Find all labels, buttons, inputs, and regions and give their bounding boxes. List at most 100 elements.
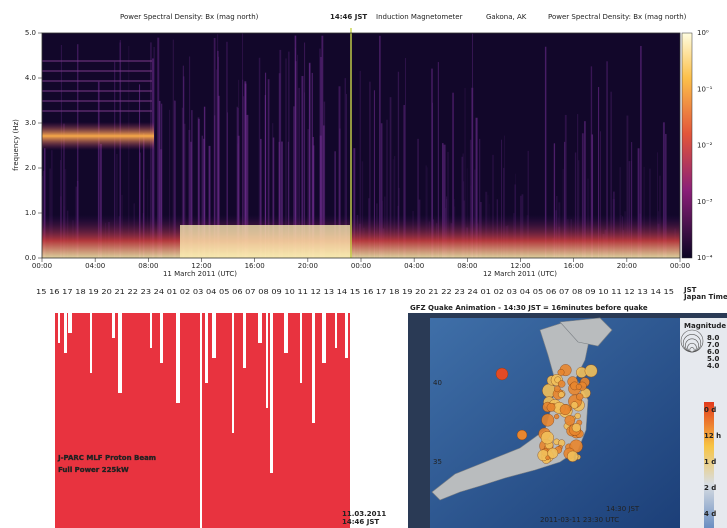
streak (190, 141, 192, 258)
streak (100, 143, 102, 258)
streak (578, 160, 580, 258)
streak (619, 167, 621, 258)
title-right: Power Spectral Density: Bx (mag north) (548, 13, 687, 21)
quake (570, 401, 579, 409)
quake (516, 429, 528, 441)
dropout (345, 313, 348, 358)
dropout (266, 313, 268, 408)
emission-band (42, 122, 154, 150)
bright-region (180, 225, 350, 258)
dropout (322, 313, 326, 363)
latitude-label: 35 (433, 458, 442, 466)
x-tick-label: 08:00 (457, 262, 477, 270)
quake (567, 450, 579, 462)
dropout (58, 313, 60, 343)
colorbar-tick-label: 10⁰ (697, 29, 709, 37)
dropout (212, 313, 216, 358)
magnitude-value: 5.0 (707, 355, 720, 363)
streak (285, 58, 287, 259)
streak (116, 154, 118, 258)
spectrogram-streaks (42, 33, 677, 259)
streak (172, 39, 174, 259)
quake (576, 393, 584, 401)
quake (584, 364, 598, 378)
age-label: 4 d (704, 510, 716, 518)
streak (626, 115, 629, 258)
streak (298, 87, 300, 258)
streak (295, 48, 297, 259)
streak (475, 117, 478, 258)
streak (479, 138, 481, 258)
streak (386, 119, 388, 258)
streak (217, 50, 219, 258)
streak (208, 145, 211, 258)
streak (417, 138, 419, 258)
age-label: 2 d (704, 484, 716, 492)
beam-time: 14:46 JST (342, 518, 379, 526)
y-tick-label: 2.0 (25, 164, 36, 172)
y-tick-label: 5.0 (25, 29, 36, 37)
streak (319, 48, 321, 258)
streak (267, 79, 270, 258)
streak (630, 160, 632, 258)
streak (353, 148, 356, 258)
streak (293, 106, 295, 259)
streak (452, 92, 454, 259)
streak (574, 152, 577, 258)
streak (76, 44, 79, 258)
streak (425, 165, 427, 258)
streak (392, 159, 394, 258)
map-timestamp: 2011-03-11 23:30 UTC (540, 516, 619, 524)
streak (657, 152, 658, 258)
streak (182, 76, 185, 259)
streak (63, 123, 65, 259)
streak (203, 106, 206, 258)
streak (51, 150, 53, 258)
streak (321, 35, 324, 259)
streak (217, 95, 220, 258)
instrument: Induction Magnetometer (376, 13, 463, 21)
streak (288, 51, 290, 259)
streak (238, 79, 240, 258)
streak (160, 149, 163, 258)
magnitude-value: 6.0 (707, 348, 720, 356)
streak (139, 152, 141, 258)
date-label: 12 March 2011 (UTC) (483, 270, 557, 278)
streak (610, 91, 612, 258)
x-tick-label: 20:00 (617, 262, 637, 270)
streak (158, 100, 161, 258)
streak (241, 33, 243, 259)
magnitude-value: 7.0 (707, 341, 720, 349)
dropout (64, 313, 67, 353)
streak (591, 134, 594, 258)
streak (606, 61, 608, 258)
streak (640, 45, 642, 259)
streak (631, 142, 633, 258)
date-label: 11 March 2011 (UTC) (163, 270, 237, 278)
quake (495, 367, 509, 381)
streak (373, 90, 376, 258)
magnitude-value: 8.0 (707, 334, 720, 342)
streak (504, 135, 505, 258)
streak (278, 141, 281, 258)
streak (174, 100, 176, 258)
x-tick-label: 04:00 (85, 262, 105, 270)
harmonic (42, 110, 152, 112)
dropout (270, 313, 273, 473)
quake (571, 423, 581, 433)
age-label: 0 d (704, 406, 716, 414)
streak (191, 110, 193, 258)
streak (338, 128, 341, 258)
streak (464, 87, 466, 258)
x-tick-label: 04:00 (404, 262, 424, 270)
streak (544, 46, 547, 259)
streak (143, 133, 145, 258)
magnitude-circle (689, 347, 695, 353)
streak (472, 33, 473, 258)
age-colorbar (704, 402, 714, 528)
streak (462, 153, 464, 258)
streak (304, 42, 306, 259)
x-tick-label: 00:00 (670, 262, 690, 270)
streak (226, 41, 228, 258)
harmonic (42, 90, 152, 92)
